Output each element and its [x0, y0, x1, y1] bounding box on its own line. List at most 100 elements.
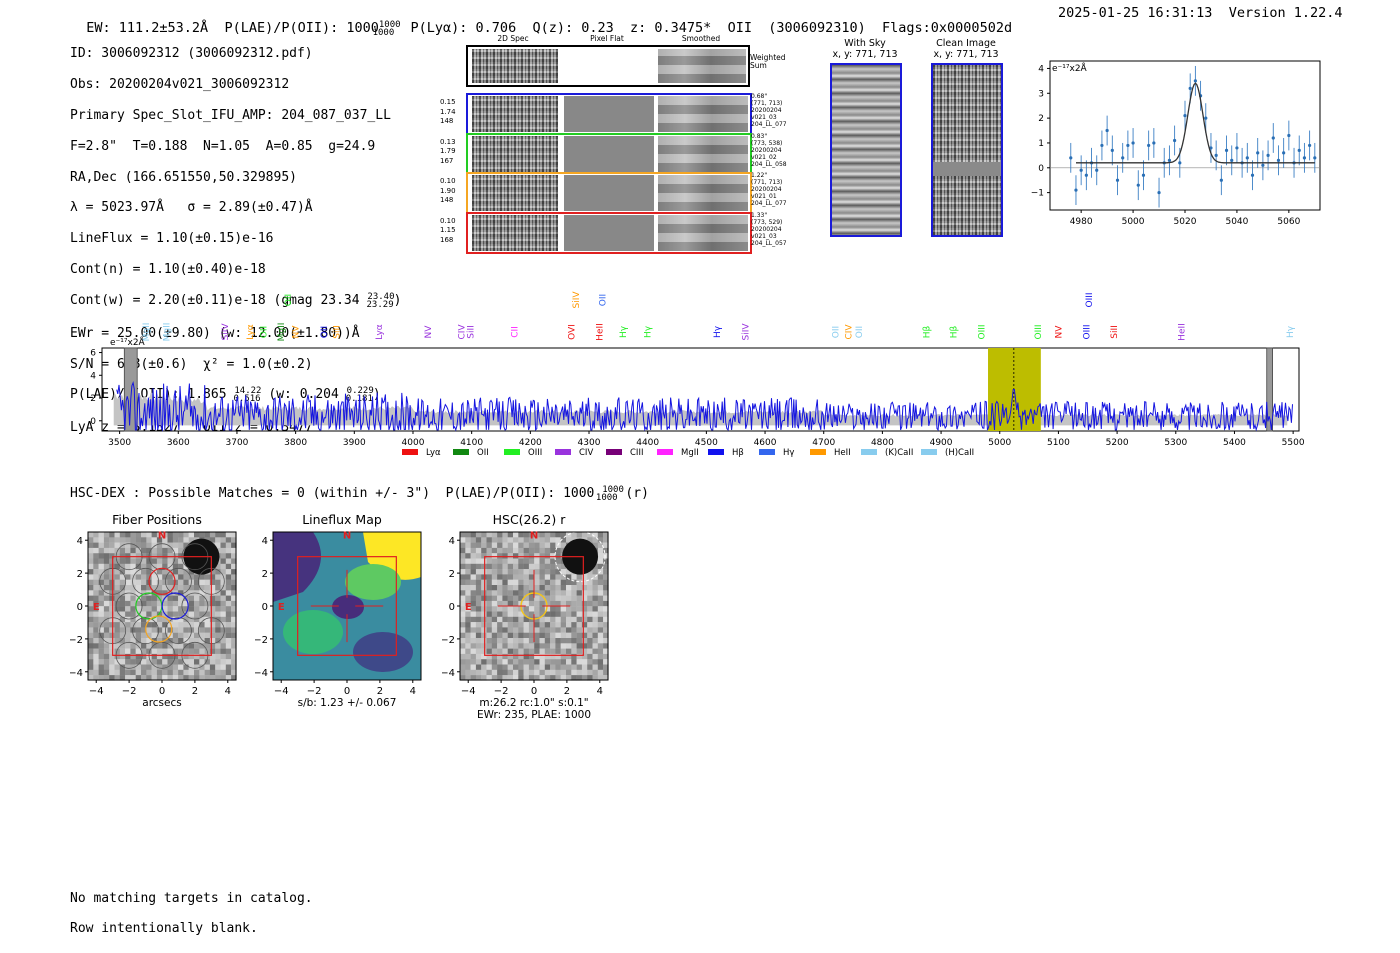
hsc-image[interactable] [460, 531, 609, 681]
image-pixel [135, 600, 142, 607]
image-pixel [172, 659, 179, 665]
image-pixel [560, 616, 567, 623]
image-pixel [502, 558, 508, 564]
image-pixel [88, 632, 94, 639]
image-pixel [178, 606, 184, 612]
image-pixel [555, 558, 561, 564]
image-pixel [167, 669, 173, 676]
spectrum-line-label: CIV [458, 324, 468, 340]
image-pixel [188, 622, 195, 628]
image-pixel [475, 659, 482, 665]
image-pixel [204, 638, 211, 644]
legend-label: (H)CaII [945, 448, 974, 458]
fiber-info: (773, 529) [751, 218, 783, 226]
image-pixel [507, 638, 514, 644]
spectrum-x-tick-label: 5100 [1047, 438, 1070, 448]
image-pixel [135, 664, 142, 670]
image-pixel [225, 669, 232, 676]
image-pixel [114, 532, 120, 538]
image-pixel [209, 669, 216, 676]
image-pixel [135, 622, 142, 628]
image-pixel [534, 638, 540, 644]
image-pixel [151, 659, 158, 665]
image-pixel [119, 627, 126, 633]
image-pixel [167, 616, 173, 623]
image-pixel [581, 632, 588, 639]
footer-line-2: Row intentionally blank. [70, 921, 258, 936]
image-pixel [592, 606, 598, 612]
image-pixel [587, 537, 593, 543]
cutout-row-right-info: 1.22" (771, 713) 20200204 v021_01 204_LL_077 [751, 172, 811, 207]
image-pixel [225, 569, 232, 575]
hsc-x-tick-label: −2 [494, 686, 509, 697]
spectrum-x-tick-label: 3700 [226, 438, 249, 448]
image-pixel [231, 569, 237, 575]
hsc-x-tick-label: 4 [410, 686, 416, 697]
image-pixel [215, 595, 221, 602]
image-pixel [135, 585, 142, 591]
hsc-image[interactable] [273, 532, 421, 680]
hsc-image[interactable] [88, 532, 237, 681]
legend-swatch [606, 449, 622, 455]
zoom-x-tick-label: 4980 [1070, 217, 1093, 227]
image-pixel [93, 553, 99, 559]
image-pixel [225, 600, 232, 607]
zoom-data-point [1115, 178, 1120, 182]
image-pixel [470, 669, 477, 676]
image-pixel [135, 558, 142, 564]
footer-line-1: No matching targets in catalog. [70, 891, 313, 906]
image-pixel [135, 606, 142, 612]
lineflux-region [273, 532, 321, 602]
image-pixel [486, 532, 492, 538]
image-pixel [93, 579, 99, 586]
image-pixel [539, 675, 545, 681]
image-pixel [178, 542, 184, 549]
spectrum-x-tick-label: 3500 [108, 438, 131, 448]
image-pixel [125, 532, 131, 538]
image-pixel [550, 590, 556, 596]
image-pixel [560, 569, 567, 575]
with-sky-xy: x, y: 771, 713 [832, 49, 898, 60]
image-pixel [507, 616, 514, 623]
image-pixel [109, 532, 115, 538]
image-pixel [502, 553, 508, 559]
image-pixel [178, 579, 184, 586]
with-sky-image[interactable] [830, 63, 902, 237]
image-pixel [465, 532, 471, 538]
cutout-row-1[interactable] [466, 93, 752, 135]
image-pixel [146, 643, 152, 649]
image-pixel [220, 537, 226, 543]
image-pixel [146, 574, 152, 580]
image-pixel [215, 627, 221, 633]
info-lambda: λ = 5023.97Å σ = 2.89(±0.47)Å [70, 200, 313, 216]
image-pixel [502, 627, 508, 633]
image-pixel [502, 622, 508, 628]
clean-image[interactable] [931, 63, 1003, 237]
image-pixel [470, 643, 477, 649]
image-pixel [550, 569, 556, 575]
zoom-fit-curve [1076, 82, 1315, 164]
cutout-row-2[interactable] [466, 132, 752, 175]
cutout-row-3[interactable] [466, 172, 752, 214]
weighted-sum-cutout[interactable] [466, 45, 750, 87]
cutout-row-4[interactable] [466, 211, 752, 254]
image-pixel [518, 585, 524, 591]
image-pixel [119, 669, 126, 676]
image-pixel [141, 675, 147, 681]
image-pixel [475, 638, 482, 644]
image-pixel [146, 611, 152, 617]
image-pixel [167, 643, 173, 649]
image-pixel [566, 574, 572, 580]
image-pixel [576, 675, 583, 681]
image-pixel [231, 585, 237, 591]
image-pixel [470, 648, 477, 655]
image-pixel [178, 648, 184, 655]
image-pixel [231, 579, 237, 586]
hsc-y-tick-label: −4 [255, 668, 268, 679]
cutout-row-left-stats: 0.13 1.79 167 [440, 138, 466, 167]
image-pixel [486, 537, 492, 543]
image-pixel [597, 600, 604, 607]
image-pixel [470, 653, 477, 660]
zoom-data-point [1302, 156, 1307, 160]
image-pixel [194, 653, 200, 660]
